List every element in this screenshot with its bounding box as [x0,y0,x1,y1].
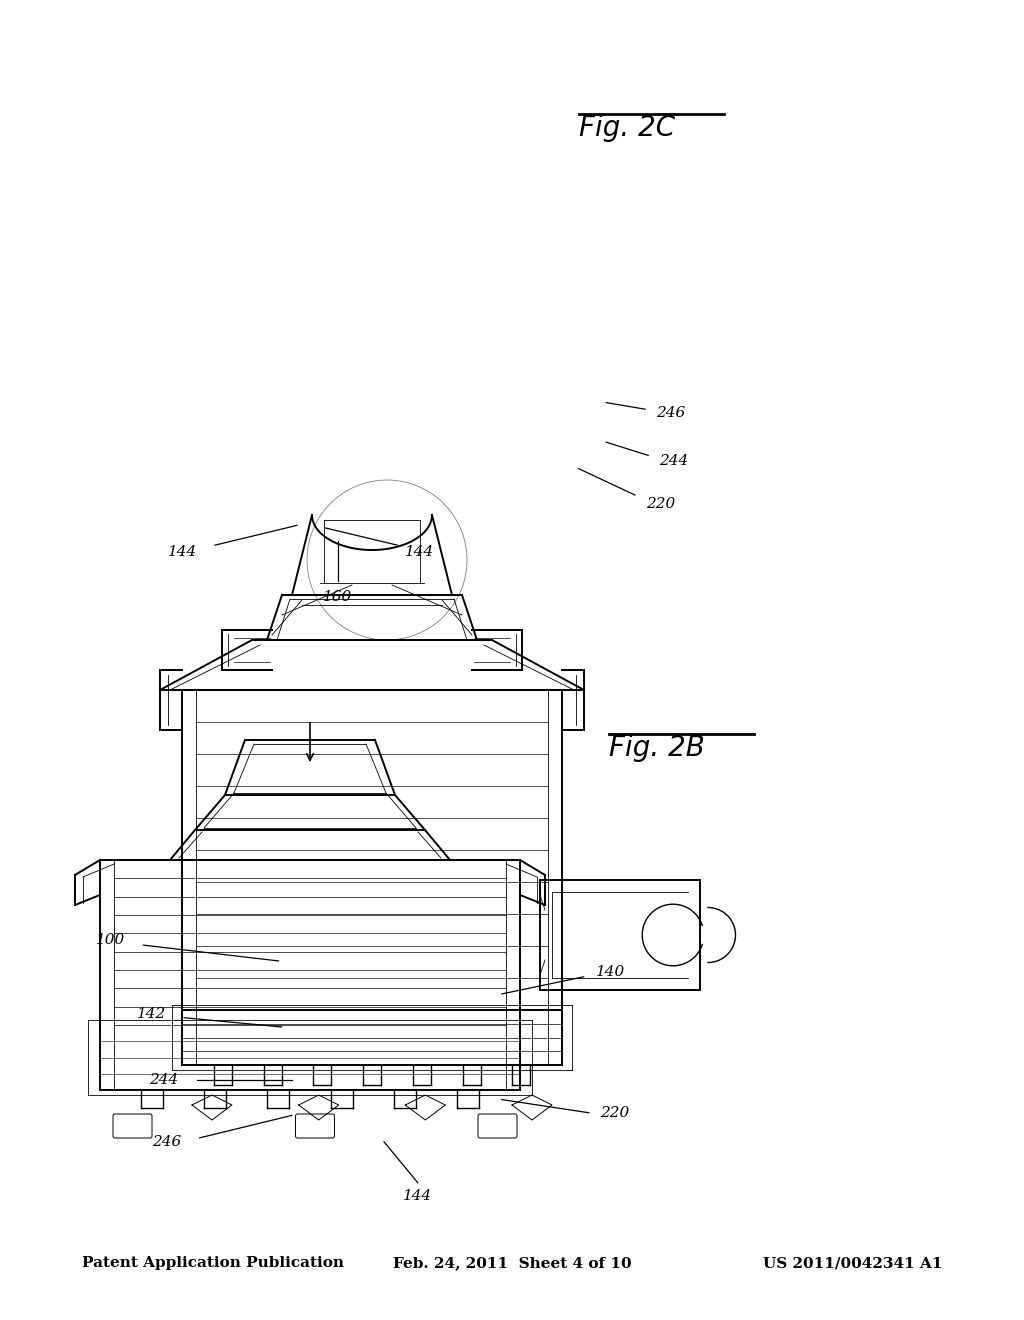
Text: 246: 246 [153,1135,181,1148]
Text: 160: 160 [324,590,352,603]
Text: 142: 142 [137,1007,166,1020]
Text: 144: 144 [406,545,434,558]
Text: 246: 246 [656,407,685,420]
Text: 144: 144 [168,545,197,558]
Text: 100: 100 [96,933,125,946]
Text: 244: 244 [150,1073,178,1086]
Text: Feb. 24, 2011  Sheet 4 of 10: Feb. 24, 2011 Sheet 4 of 10 [392,1257,632,1270]
Text: 244: 244 [659,454,688,467]
Text: 220: 220 [646,498,675,511]
Text: US 2011/0042341 A1: US 2011/0042341 A1 [763,1257,942,1270]
Text: Patent Application Publication: Patent Application Publication [82,1257,344,1270]
Text: 220: 220 [600,1106,629,1119]
Text: Fig. 2B: Fig. 2B [609,734,706,763]
Text: 144: 144 [403,1189,432,1203]
Text: 140: 140 [596,965,625,978]
Text: Fig. 2C: Fig. 2C [579,114,675,143]
